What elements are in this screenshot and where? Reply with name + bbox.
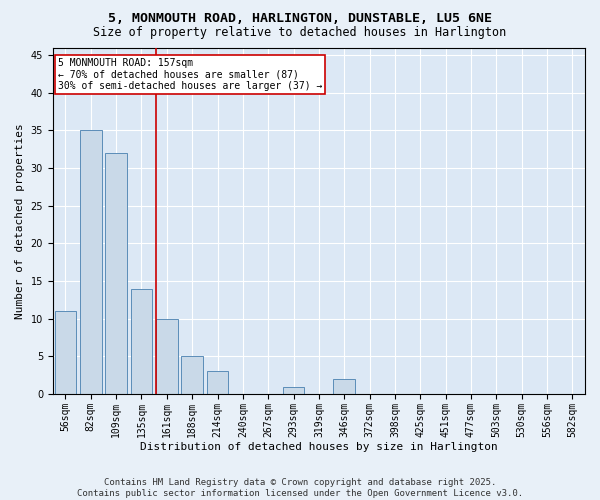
- Bar: [55, 311, 76, 394]
- Bar: [106, 153, 127, 394]
- Text: Size of property relative to detached houses in Harlington: Size of property relative to detached ho…: [94, 26, 506, 39]
- Text: 5, MONMOUTH ROAD, HARLINGTON, DUNSTABLE, LU5 6NE: 5, MONMOUTH ROAD, HARLINGTON, DUNSTABLE,…: [108, 12, 492, 26]
- Bar: [80, 130, 101, 394]
- Bar: [334, 379, 355, 394]
- Bar: [131, 288, 152, 394]
- Y-axis label: Number of detached properties: Number of detached properties: [15, 123, 25, 318]
- Bar: [156, 318, 178, 394]
- X-axis label: Distribution of detached houses by size in Harlington: Distribution of detached houses by size …: [140, 442, 498, 452]
- Bar: [207, 372, 228, 394]
- Bar: [181, 356, 203, 394]
- Bar: [283, 386, 304, 394]
- Text: 5 MONMOUTH ROAD: 157sqm
← 70% of detached houses are smaller (87)
30% of semi-de: 5 MONMOUTH ROAD: 157sqm ← 70% of detache…: [58, 58, 322, 91]
- Text: Contains HM Land Registry data © Crown copyright and database right 2025.
Contai: Contains HM Land Registry data © Crown c…: [77, 478, 523, 498]
